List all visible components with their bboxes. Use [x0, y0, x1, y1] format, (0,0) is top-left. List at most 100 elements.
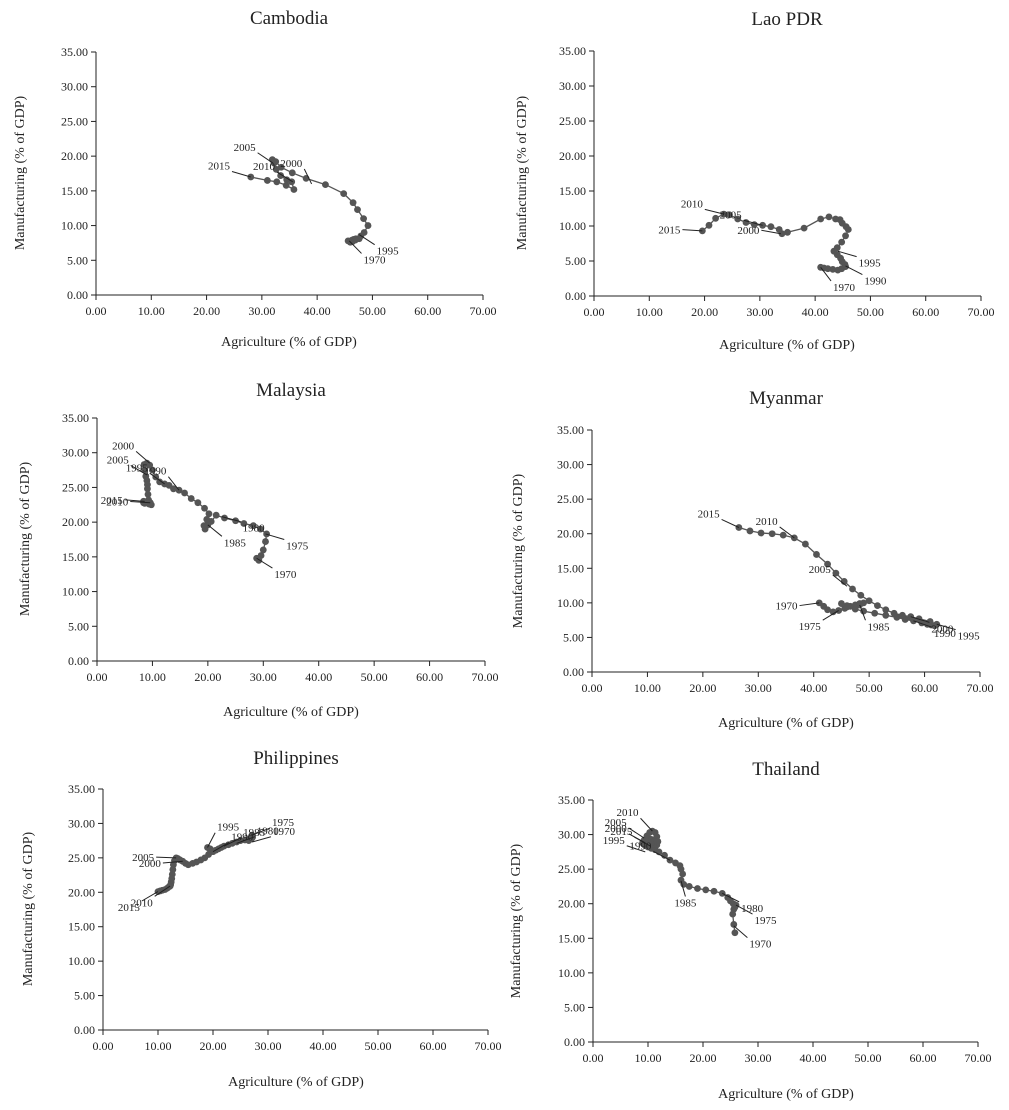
annotation-leader: [820, 266, 832, 282]
y-tick-label: 5.00: [564, 1000, 585, 1014]
annotation-leader: [913, 620, 932, 628]
x-tick-label: 0.00: [93, 1039, 114, 1053]
chart-title: Myanmar: [749, 388, 824, 409]
annotation-leader: [130, 465, 148, 476]
data-point: [832, 569, 840, 577]
data-point: [212, 511, 220, 519]
year-annotation: 1970: [273, 826, 296, 838]
x-tick-label: 40.00: [310, 1039, 337, 1053]
year-annotation: 1990: [144, 466, 167, 478]
y-tick-label: 10.00: [62, 585, 89, 599]
x-tick-label: 0.00: [584, 305, 605, 319]
y-tick-label: 5.00: [563, 630, 584, 644]
year-annotation: 1975: [286, 540, 309, 552]
data-point: [270, 159, 278, 167]
x-tick-label: 10.00: [635, 1051, 662, 1065]
data-point: [824, 265, 832, 273]
annotation-leader: [628, 827, 645, 839]
y-tick-label: 0.00: [74, 1023, 95, 1037]
year-annotation: 1980: [741, 903, 764, 915]
annotation-leader: [348, 240, 362, 254]
data-point: [838, 600, 845, 607]
annotation-leader: [135, 450, 150, 464]
year-annotation: 2005: [132, 852, 155, 864]
chart-panel-myanmar: Myanmar 0.00 10.00 20.00 30.00 40.00 50.00 60.0…: [511, 388, 994, 731]
x-tick-label: 0.00: [582, 681, 603, 695]
data-point: [874, 602, 881, 610]
x-tick-label: 50.00: [856, 681, 883, 695]
year-annotation: 1975: [272, 817, 295, 829]
y-tick-label: 20.00: [61, 149, 88, 163]
y-axis-label: Manufacturing (% of GDP): [509, 843, 524, 998]
year-annotation: 1980: [243, 523, 266, 535]
x-tick-label: 0.00: [87, 670, 108, 684]
x-tick-label: 40.00: [800, 1051, 827, 1065]
y-tick-label: 10.00: [68, 954, 95, 968]
year-annotation: 2000: [139, 858, 162, 870]
year-annotation: 1995: [126, 462, 149, 474]
data-point: [767, 223, 775, 231]
x-tick-label: 10.00: [139, 670, 166, 684]
year-annotation: 2015: [208, 161, 231, 173]
data-point: [263, 177, 271, 184]
data-point: [718, 889, 726, 897]
y-tick-label: 30.00: [68, 816, 95, 830]
data-point: [849, 585, 856, 593]
annotation-leader: [680, 880, 686, 897]
data-point: [710, 887, 718, 895]
annotation-leader: [822, 610, 839, 621]
data-point: [257, 525, 264, 533]
chart-title: Cambodia: [250, 8, 329, 29]
data-point: [726, 211, 733, 219]
x-tick-label: 10.00: [145, 1039, 172, 1053]
x-tick-label: 30.00: [746, 305, 773, 319]
data-point: [731, 929, 739, 937]
year-annotation: 1995: [377, 246, 400, 258]
x-tick-label: 20.00: [689, 681, 716, 695]
annotation-leader: [207, 524, 223, 537]
annotation-leader: [276, 171, 294, 183]
data-point: [273, 178, 281, 186]
year-annotation: 2000: [605, 823, 628, 835]
x-tick-label: 60.00: [910, 1051, 937, 1065]
data-point: [205, 510, 213, 518]
data-point: [802, 540, 809, 548]
year-annotation: 1985: [674, 898, 697, 910]
y-tick-label: 25.00: [62, 480, 89, 494]
y-tick-label: 25.00: [558, 862, 585, 876]
annotation-leader: [634, 836, 651, 847]
x-tick-label: 20.00: [690, 1051, 717, 1065]
year-annotation: 1990: [934, 628, 957, 640]
x-tick-label: 60.00: [420, 1039, 447, 1053]
data-point: [360, 215, 367, 223]
y-tick-label: 35.00: [68, 782, 95, 796]
data-point: [282, 181, 290, 189]
year-annotation: 2005: [107, 454, 130, 466]
y-tick-label: 30.00: [558, 828, 585, 842]
data-point: [856, 601, 864, 609]
x-tick-label: 40.00: [802, 305, 829, 319]
annotation-leader: [799, 602, 820, 607]
series-line: [701, 213, 850, 271]
year-annotation: 2005: [809, 564, 832, 576]
x-tick-label: 30.00: [745, 1051, 772, 1065]
data-point: [833, 244, 841, 252]
x-axis-label: Agriculture (% of GDP): [228, 1075, 364, 1090]
annotation-leader: [682, 229, 703, 232]
x-tick-label: 60.00: [911, 681, 938, 695]
x-tick-label: 10.00: [138, 304, 165, 318]
year-annotation: 2010: [106, 497, 129, 509]
y-tick-label: 15.00: [559, 184, 586, 198]
year-annotation: 1985: [867, 621, 890, 633]
data-point: [824, 606, 831, 614]
data-point: [825, 213, 833, 221]
data-point: [817, 215, 825, 223]
x-tick-label: 20.00: [691, 305, 718, 319]
x-tick-label: 50.00: [361, 670, 388, 684]
data-point: [354, 206, 361, 214]
x-tick-label: 70.00: [965, 1051, 992, 1065]
y-axis-label: Manufacturing (% of GDP): [18, 461, 33, 616]
chart-title: Malaysia: [256, 380, 326, 401]
annotation-leader: [626, 845, 646, 853]
x-tick-label: 60.00: [912, 305, 939, 319]
